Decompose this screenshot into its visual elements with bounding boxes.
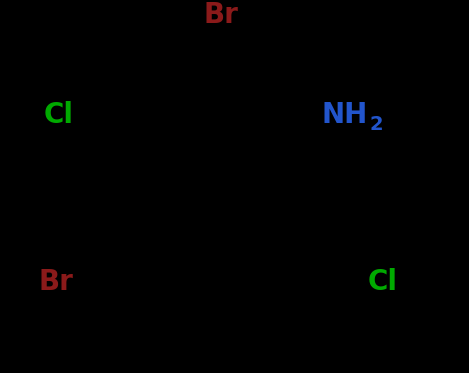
Text: 2: 2 [370, 115, 383, 134]
Text: Br: Br [38, 267, 73, 295]
Text: Br: Br [203, 1, 238, 29]
Text: Cl: Cl [43, 101, 73, 129]
Text: NH: NH [322, 101, 368, 129]
Text: Cl: Cl [368, 267, 398, 295]
